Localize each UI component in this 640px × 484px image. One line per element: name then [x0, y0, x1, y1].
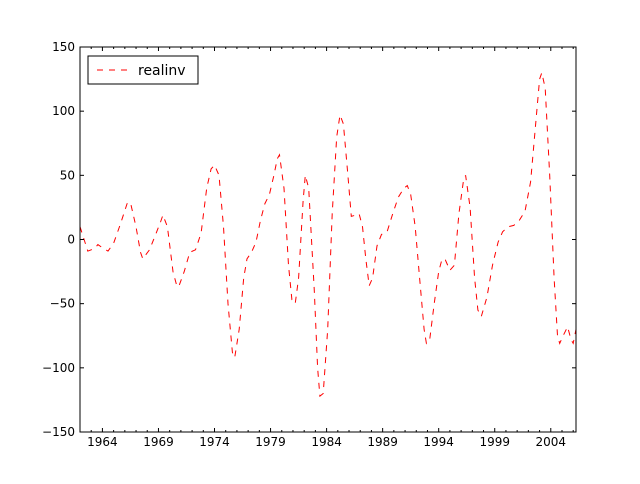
y-tick-label: −50 — [50, 297, 75, 311]
y-tick-label: 100 — [52, 104, 75, 118]
plot-area — [80, 47, 576, 432]
x-tick-label: 1969 — [143, 435, 174, 449]
y-axis-tick-labels: −150 −100 −50 0 50 100 150 — [42, 40, 75, 439]
axes-frame — [79, 46, 577, 433]
x-tick-label: 1984 — [311, 435, 342, 449]
x-tick-label: 1989 — [367, 435, 398, 449]
axes-background — [80, 47, 576, 432]
legend-box — [87, 55, 199, 85]
y-tick-label: 150 — [52, 40, 75, 54]
x-tick-label: 2004 — [536, 435, 567, 449]
legend: realinv — [87, 55, 199, 85]
x-tick-label: 1974 — [199, 435, 230, 449]
x-axis-tick-labels: 1964 1969 1974 1979 1984 1989 1994 1999 2004 — [87, 435, 566, 449]
x-tick-label: 1999 — [479, 435, 510, 449]
x-tick-label: 1994 — [423, 435, 454, 449]
x-tick-label: 1979 — [255, 435, 286, 449]
legend-label-realinv: realinv — [138, 63, 186, 79]
y-tick-label: 50 — [60, 168, 75, 182]
y-tick-label: 0 — [67, 233, 75, 247]
y-tick-label: −150 — [42, 425, 75, 439]
x-tick-label: 1964 — [87, 435, 118, 449]
y-tick-label: −100 — [42, 361, 75, 375]
